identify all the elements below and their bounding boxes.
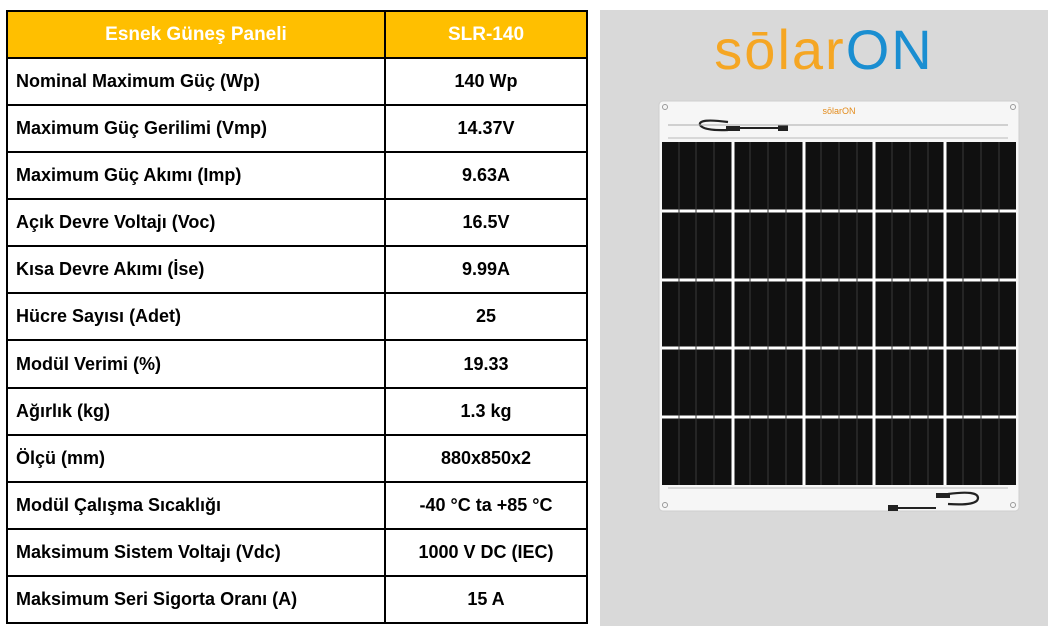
table-row: Maximum Güç Akımı (Imp) 9.63A [6,151,588,201]
row-value: 9.99A [384,245,588,295]
row-value: 16.5V [384,198,588,248]
logo-text-solar: sōlar [714,18,846,81]
row-label: Ölçü (mm) [6,433,386,483]
header-label: Esnek Güneş Paneli [6,10,386,59]
row-value: 880x850x2 [384,433,588,483]
row-value: 9.63A [384,151,588,201]
spec-table: Esnek Güneş Paneli SLR-140 Nominal Maxim… [6,10,588,625]
row-label: Maksimum Sistem Voltajı (Vdc) [6,527,386,577]
row-label: Açık Devre Voltajı (Voc) [6,198,386,248]
row-value: 15 A [384,574,588,625]
header-model: SLR-140 [384,10,588,59]
row-value: 1.3 kg [384,386,588,436]
row-label: Kısa Devre Akımı (İse) [6,245,386,295]
row-value: 1000 V DC (IEC) [384,527,588,577]
table-row: Ağırlık (kg) 1.3 kg [6,386,588,436]
table-row: Modül Verimi (%) 19.33 [6,339,588,389]
logo-text-on: ON [845,18,934,81]
table-row: Maksimum Seri Sigorta Oranı (A) 15 A [6,574,588,625]
cell-grid [662,142,1016,485]
row-label: Nominal Maximum Güç (Wp) [6,56,386,107]
table-row: Maximum Güç Gerilimi (Vmp) 14.37V [6,104,588,154]
solar-panel-image: sōlarON [658,100,1020,512]
solaron-logo: sōlarON [600,22,1048,78]
row-value: 25 [384,292,588,342]
row-label: Modül Verimi (%) [6,339,386,389]
row-value: 19.33 [384,339,588,389]
table-row: Açık Devre Voltajı (Voc) 16.5V [6,198,588,248]
table-row: Modül Çalışma Sıcaklığı -40 °C ta +85 °C [6,480,588,530]
row-label: Modül Çalışma Sıcaklığı [6,480,386,530]
row-label: Hücre Sayısı (Adet) [6,292,386,342]
row-value: -40 °C ta +85 °C [384,480,588,530]
row-label: Ağırlık (kg) [6,386,386,436]
row-label: Maximum Güç Gerilimi (Vmp) [6,104,386,154]
table-header-row: Esnek Güneş Paneli SLR-140 [6,10,588,59]
row-value: 140 Wp [384,56,588,107]
table-row: Nominal Maximum Güç (Wp) 140 Wp [6,56,588,107]
row-label: Maximum Güç Akımı (Imp) [6,151,386,201]
table-row: Ölçü (mm) 880x850x2 [6,433,588,483]
row-value: 14.37V [384,104,588,154]
product-image-panel: sōlarON sōlarON [600,10,1048,626]
table-row: Maksimum Sistem Voltajı (Vdc) 1000 V DC (… [6,527,588,577]
table-row: Kısa Devre Akımı (İse) 9.99A [6,245,588,295]
table-row: Hücre Sayısı (Adet) 25 [6,292,588,342]
panel-small-logo: sōlarON [822,106,855,116]
row-label: Maksimum Seri Sigorta Oranı (A) [6,574,386,625]
